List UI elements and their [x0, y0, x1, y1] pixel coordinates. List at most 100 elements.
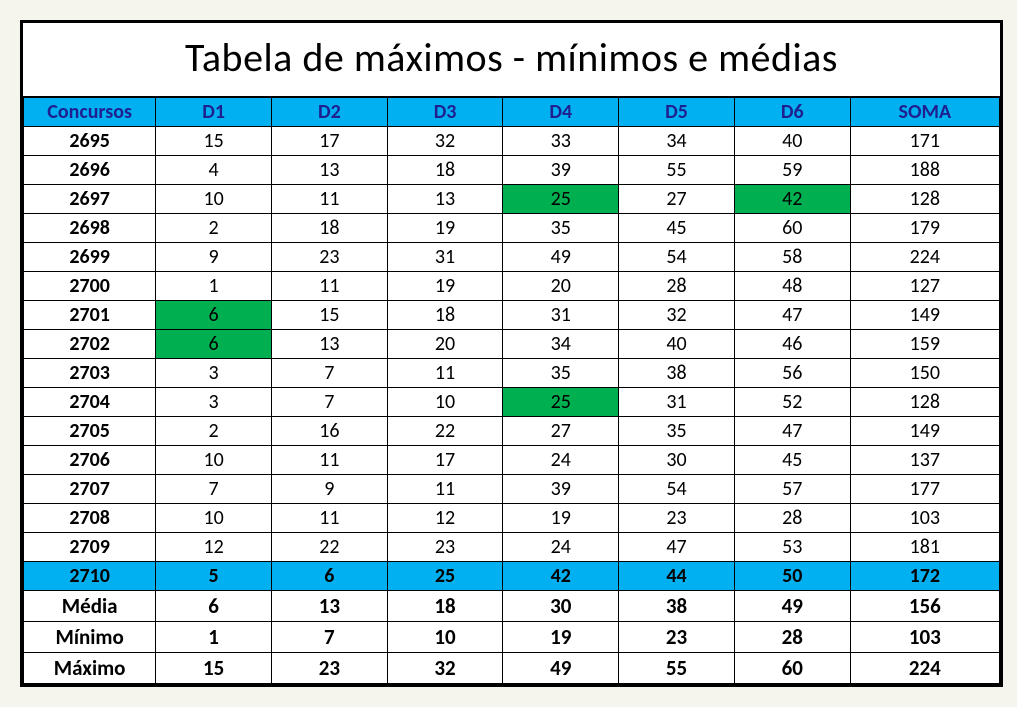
column-header-d5: D5: [619, 98, 735, 127]
data-cell: 23: [387, 533, 503, 562]
column-header-d6: D6: [734, 98, 850, 127]
data-cell: 103: [850, 504, 999, 533]
data-cell: 22: [271, 533, 387, 562]
data-cell: 56: [734, 359, 850, 388]
summary-label: Média: [24, 591, 156, 622]
data-cell: 128: [850, 185, 999, 214]
data-cell: 57: [734, 475, 850, 504]
table-row: 27105625424450172: [24, 562, 1000, 591]
column-header-d1: D1: [156, 98, 272, 127]
summary-cell: 49: [503, 653, 619, 684]
data-cell: 60: [734, 214, 850, 243]
data-table: ConcursosD1D2D3D4D5D6SOMA 26951517323334…: [23, 97, 1000, 684]
data-cell: 9: [156, 243, 272, 272]
table-container: Tabela de máximos - mínimos e médias Con…: [20, 20, 1003, 687]
data-cell: 137: [850, 446, 999, 475]
column-header-d4: D4: [503, 98, 619, 127]
summary-cell: 19: [503, 622, 619, 653]
data-cell: 11: [387, 475, 503, 504]
data-cell: 177: [850, 475, 999, 504]
data-cell: 3: [156, 359, 272, 388]
data-cell: 17: [387, 446, 503, 475]
summary-cell: 1: [156, 622, 272, 653]
summary-cell: 32: [387, 653, 503, 684]
data-cell: 47: [734, 417, 850, 446]
concurso-cell: 2698: [24, 214, 156, 243]
data-cell: 127: [850, 272, 999, 301]
data-cell: 19: [387, 214, 503, 243]
data-cell: 35: [619, 417, 735, 446]
column-header-concursos: Concursos: [24, 98, 156, 127]
summary-cell: 156: [850, 591, 999, 622]
data-cell: 46: [734, 330, 850, 359]
data-cell: 30: [619, 446, 735, 475]
summary-cell: 28: [734, 622, 850, 653]
data-cell: 13: [271, 330, 387, 359]
data-cell: 9: [271, 475, 387, 504]
data-cell: 16: [271, 417, 387, 446]
data-cell: 18: [387, 301, 503, 330]
data-cell: 39: [503, 475, 619, 504]
data-cell: 171: [850, 127, 999, 156]
summary-row-máximo: Máximo152332495560224: [24, 653, 1000, 684]
summary-cell: 23: [619, 622, 735, 653]
data-cell: 50: [734, 562, 850, 591]
data-cell: 45: [734, 446, 850, 475]
concurso-cell: 2706: [24, 446, 156, 475]
summary-cell: 6: [156, 591, 272, 622]
summary-cell: 10: [387, 622, 503, 653]
data-cell: 18: [387, 156, 503, 185]
table-row: 270161518313247149: [24, 301, 1000, 330]
concurso-cell: 2705: [24, 417, 156, 446]
table-row: 27033711353856150: [24, 359, 1000, 388]
data-cell: 159: [850, 330, 999, 359]
column-header-d2: D2: [271, 98, 387, 127]
data-cell: 6: [156, 301, 272, 330]
data-cell: 31: [503, 301, 619, 330]
data-cell: 19: [387, 272, 503, 301]
data-cell: 11: [271, 504, 387, 533]
summary-cell: 18: [387, 591, 503, 622]
summary-cell: 224: [850, 653, 999, 684]
concurso-cell: 2699: [24, 243, 156, 272]
data-cell: 45: [619, 214, 735, 243]
table-row: 2695151732333440171: [24, 127, 1000, 156]
summary-row-mínimo: Mínimo1710192328103: [24, 622, 1000, 653]
concurso-cell: 2700: [24, 272, 156, 301]
concurso-cell: 2704: [24, 388, 156, 417]
data-cell: 28: [619, 272, 735, 301]
summary-cell: 7: [271, 622, 387, 653]
summary-cell: 30: [503, 591, 619, 622]
data-cell: 2: [156, 417, 272, 446]
data-cell: 23: [619, 504, 735, 533]
data-cell: 24: [503, 446, 619, 475]
data-cell: 2: [156, 214, 272, 243]
data-cell: 31: [387, 243, 503, 272]
data-cell: 11: [271, 446, 387, 475]
table-row: 269641318395559188: [24, 156, 1000, 185]
data-cell: 27: [619, 185, 735, 214]
data-cell: 33: [503, 127, 619, 156]
data-cell: 25: [387, 562, 503, 591]
data-cell: 39: [503, 156, 619, 185]
column-header-soma: SOMA: [850, 98, 999, 127]
data-cell: 188: [850, 156, 999, 185]
data-cell: 32: [619, 301, 735, 330]
concurso-cell: 2708: [24, 504, 156, 533]
summary-cell: 49: [734, 591, 850, 622]
data-cell: 15: [271, 301, 387, 330]
concurso-cell: 2701: [24, 301, 156, 330]
data-cell: 31: [619, 388, 735, 417]
summary-cell: 23: [271, 653, 387, 684]
data-cell: 19: [503, 504, 619, 533]
data-cell: 53: [734, 533, 850, 562]
data-cell: 22: [387, 417, 503, 446]
data-cell: 47: [734, 301, 850, 330]
data-cell: 54: [619, 475, 735, 504]
summary-label: Mínimo: [24, 622, 156, 653]
summary-cell: 60: [734, 653, 850, 684]
data-cell: 13: [271, 156, 387, 185]
data-cell: 34: [503, 330, 619, 359]
summary-cell: 103: [850, 622, 999, 653]
header-row: ConcursosD1D2D3D4D5D6SOMA: [24, 98, 1000, 127]
